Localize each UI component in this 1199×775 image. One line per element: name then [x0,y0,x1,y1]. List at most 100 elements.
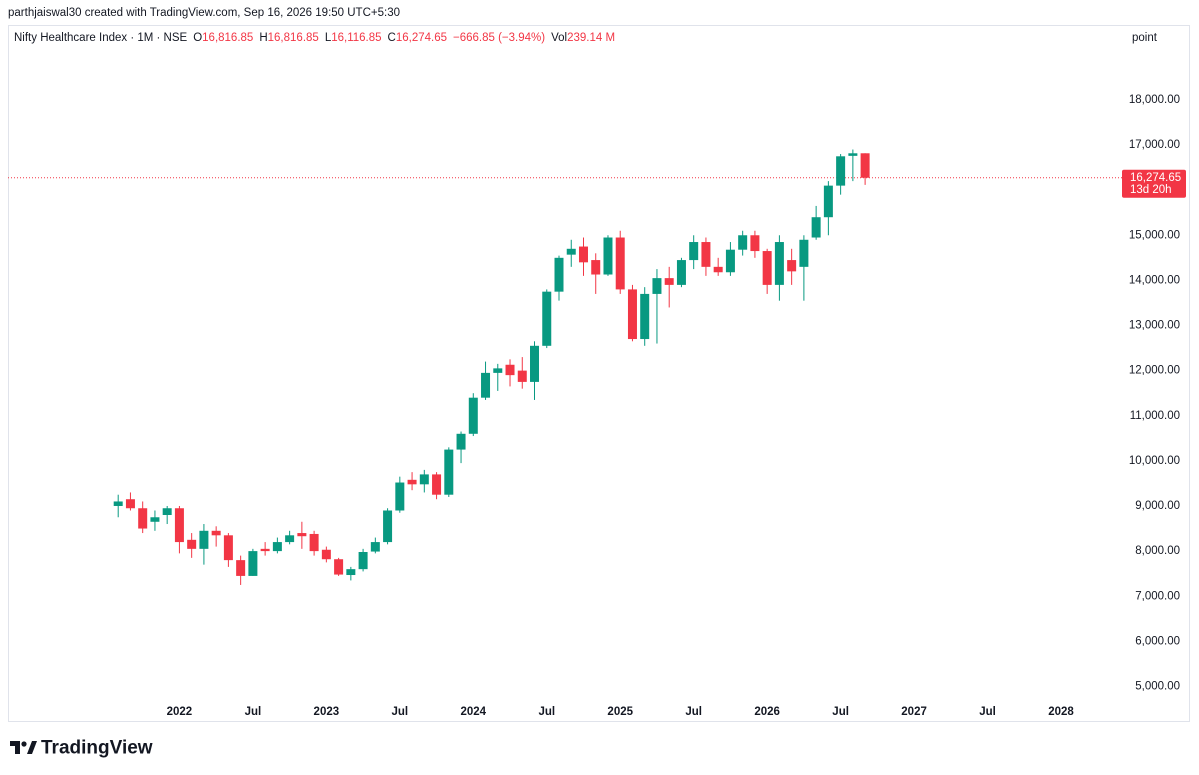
y-tick-label: 14,000.00 [1129,274,1180,286]
x-tick-label: Jul [392,706,409,718]
legend-label: L [325,32,332,44]
candle-body [603,237,613,275]
candle-body [566,248,576,255]
candle-body [530,345,540,382]
y-tick-label: 12,000.00 [1129,365,1180,377]
candle-body [860,153,870,178]
candle-body [652,278,662,294]
candle-body [456,433,466,450]
y-tick-label: 17,000.00 [1129,139,1180,151]
y-tick-label: 9,000.00 [1135,500,1180,512]
candle-body [285,535,295,543]
logo-icon [27,741,37,754]
x-tick-label: 2025 [607,706,633,718]
x-tick-label: 2023 [314,706,340,718]
candle-body [774,242,784,285]
candle-body [150,517,160,522]
candle-body [419,474,429,485]
legend-label: C [388,32,396,44]
candle-body [346,569,356,576]
candle-body [358,552,368,570]
x-tick-label: Jul [832,706,849,718]
candle-body [236,560,246,576]
candle-body [481,372,491,398]
candle-body [578,246,588,263]
candle-body [297,533,307,537]
y-tick-label: 7,000.00 [1135,590,1180,602]
y-tick-label: 10,000.00 [1129,455,1180,467]
candle-body [321,549,331,560]
candle-body [444,449,454,495]
chart-frame [8,25,1190,722]
candle-body [223,535,233,561]
brand: TradingView [41,738,153,759]
y-tick-label: 8,000.00 [1135,545,1180,557]
candle-body [162,508,172,516]
x-tick-label: Jul [538,706,555,718]
legend: Nifty Healthcare Index · 1M · NSE O16,816… [14,32,615,44]
candle-body [701,242,711,267]
logo: TradingView [10,738,153,759]
candle-body [627,289,637,340]
symbol-title: Nifty Healthcare Index · 1M · NSE [14,32,188,44]
legend-value: 239.14 M [567,32,615,44]
candle-body [370,542,380,552]
candle-body [248,551,258,576]
last-price-label: 16,274.65 [1130,172,1181,184]
candle-body [799,239,809,267]
legend-value: 16,816.85 [268,32,319,44]
candle-body [493,368,503,373]
countdown: 13d 20h [1130,184,1172,196]
candle-body [640,293,650,340]
legend-value: 16,816.85 [202,32,253,44]
candle-body [138,508,148,529]
candle-body [676,260,686,285]
candle-body [554,257,564,292]
legend-value: 16,116.85 [331,32,381,44]
legend-change: −666.85 (−3.94%) [453,32,545,44]
candle-body [260,548,270,552]
candle-body [848,153,858,156]
candle-body [199,530,209,549]
legend-label: H [259,32,267,44]
caption: parthjaiswal30 created with TradingView.… [8,7,400,19]
x-tick-label: 2024 [460,706,486,718]
x-tick-label: 2028 [1048,706,1074,718]
logo-icon [21,741,27,747]
candle-body [309,533,319,552]
candle-body [395,482,405,511]
candle-body [125,499,135,509]
candle-body [517,370,527,382]
scale-mode-button[interactable] [1124,27,1186,49]
y-tick-label: 18,000.00 [1129,94,1180,106]
candle-body [174,508,184,543]
candle-body [407,479,417,485]
candle-body [334,559,344,575]
legend-label: O [193,32,202,44]
legend-value: 16,274.65 [396,32,447,44]
x-tick-label: 2026 [754,706,780,718]
y-tick-label: 11,000.00 [1130,410,1180,422]
candle-body [762,251,772,285]
candle-body [187,539,197,549]
y-tick-label: 15,000.00 [1129,229,1180,241]
legend-label: Vol [551,32,567,44]
candle-body [713,266,723,273]
scale-mode[interactable]: point [1132,32,1158,44]
last-price-badge [1122,169,1186,198]
candle-body [738,235,748,250]
candle-body [615,237,625,290]
candle-body [750,235,760,252]
x-tick-label: Jul [685,706,702,718]
candle-body [725,249,735,273]
candle-body [113,501,123,506]
x-tick-label: Jul [245,706,262,718]
candle-body [787,260,797,272]
y-tick-label: 6,000.00 [1135,635,1180,647]
candle-body [689,242,699,261]
x-tick-label: 2027 [901,706,927,718]
x-tick-label: 2022 [167,706,193,718]
y-tick-label: 13,000.00 [1129,320,1180,332]
candle-body [432,474,442,495]
